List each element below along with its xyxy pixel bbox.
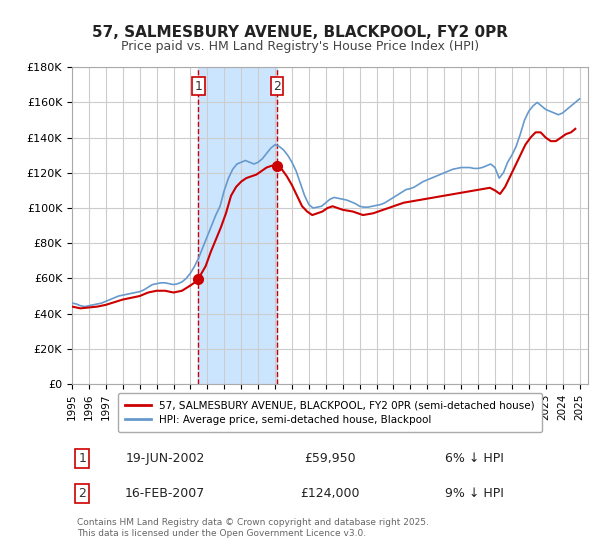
Text: £124,000: £124,000 bbox=[300, 487, 360, 500]
Text: 57, SALMESBURY AVENUE, BLACKPOOL, FY2 0PR: 57, SALMESBURY AVENUE, BLACKPOOL, FY2 0P… bbox=[92, 25, 508, 40]
Legend: 57, SALMESBURY AVENUE, BLACKPOOL, FY2 0PR (semi-detached house), HPI: Average pr: 57, SALMESBURY AVENUE, BLACKPOOL, FY2 0P… bbox=[118, 393, 542, 432]
Text: Contains HM Land Registry data © Crown copyright and database right 2025.
This d: Contains HM Land Registry data © Crown c… bbox=[77, 519, 429, 538]
Bar bbox=[198, 67, 277, 384]
Text: 1: 1 bbox=[79, 452, 86, 465]
Text: 19-JUN-2002: 19-JUN-2002 bbox=[125, 452, 205, 465]
Text: 2: 2 bbox=[79, 487, 86, 500]
Text: 2: 2 bbox=[273, 80, 281, 93]
Text: Price paid vs. HM Land Registry's House Price Index (HPI): Price paid vs. HM Land Registry's House … bbox=[121, 40, 479, 53]
Text: 9% ↓ HPI: 9% ↓ HPI bbox=[445, 487, 504, 500]
Text: 16-FEB-2007: 16-FEB-2007 bbox=[125, 487, 205, 500]
Text: £59,950: £59,950 bbox=[304, 452, 356, 465]
Text: 6% ↓ HPI: 6% ↓ HPI bbox=[445, 452, 504, 465]
Text: 1: 1 bbox=[194, 80, 202, 93]
